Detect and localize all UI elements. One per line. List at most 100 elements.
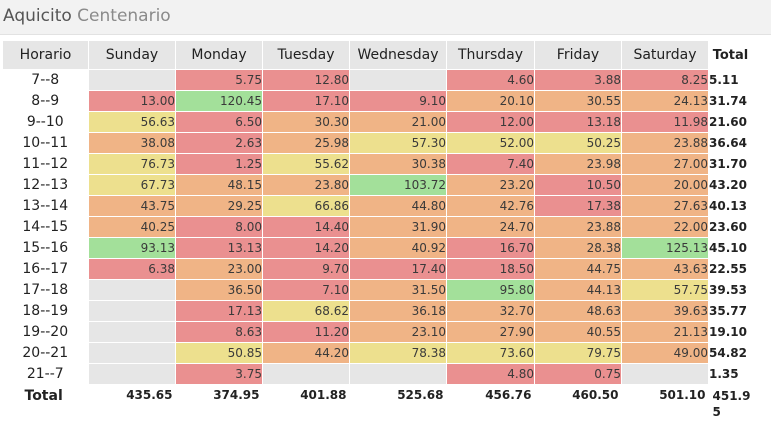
matrix-cell[interactable]: 36.18 — [349, 300, 447, 322]
matrix-cell[interactable]: 7.10 — [262, 279, 350, 301]
matrix-cell[interactable]: 23.80 — [262, 174, 350, 196]
row-header[interactable]: 16--17 — [2, 258, 89, 280]
matrix-cell[interactable]: 50.85 — [175, 342, 263, 364]
matrix-cell[interactable]: 12.80 — [262, 69, 350, 91]
matrix-cell[interactable]: 48.63 — [534, 300, 622, 322]
matrix-cell[interactable] — [262, 363, 350, 385]
matrix-cell[interactable]: 24.70 — [446, 216, 535, 238]
matrix-cell[interactable]: 56.63 — [88, 111, 176, 133]
matrix-cell[interactable]: 42.76 — [446, 195, 535, 217]
row-total[interactable]: 5.11 — [708, 69, 753, 91]
matrix-cell[interactable]: 44.80 — [349, 195, 447, 217]
matrix-cell[interactable]: 13.00 — [88, 90, 176, 112]
row-header[interactable]: 19--20 — [2, 321, 89, 343]
matrix-cell[interactable]: 25.98 — [262, 132, 350, 154]
col-header-saturday[interactable]: Saturday — [621, 40, 709, 70]
matrix-cell[interactable]: 6.50 — [175, 111, 263, 133]
matrix-cell[interactable]: 44.75 — [534, 258, 622, 280]
matrix-cell[interactable]: 31.50 — [349, 279, 447, 301]
matrix-cell[interactable]: 2.63 — [175, 132, 263, 154]
matrix-cell[interactable]: 39.63 — [621, 300, 709, 322]
matrix-cell[interactable]: 23.88 — [621, 132, 709, 154]
matrix-cell[interactable]: 49.00 — [621, 342, 709, 364]
matrix-cell[interactable]: 17.13 — [175, 300, 263, 322]
row-total[interactable]: 31.74 — [708, 90, 753, 112]
matrix-cell[interactable]: 14.20 — [262, 237, 350, 259]
row-header[interactable]: 17--18 — [2, 279, 89, 301]
col-header-monday[interactable]: Monday — [175, 40, 263, 70]
matrix-cell[interactable]: 4.80 — [446, 363, 535, 385]
col-header-sunday[interactable]: Sunday — [88, 40, 176, 70]
column-total[interactable]: 525.68 — [349, 384, 447, 420]
matrix-cell[interactable]: 0.75 — [534, 363, 622, 385]
row-header[interactable]: 21--7 — [2, 363, 89, 385]
col-header-horario[interactable]: Horario — [2, 40, 89, 70]
matrix-cell[interactable]: 16.70 — [446, 237, 535, 259]
matrix-cell[interactable]: 36.50 — [175, 279, 263, 301]
matrix-cell[interactable]: 17.38 — [534, 195, 622, 217]
row-total[interactable]: 40.13 — [708, 195, 753, 217]
col-header-total[interactable]: Total — [708, 40, 753, 70]
matrix-cell[interactable] — [88, 321, 176, 343]
row-total[interactable]: 23.60 — [708, 216, 753, 238]
row-header[interactable]: 10--11 — [2, 132, 89, 154]
column-total[interactable]: 401.88 — [262, 384, 350, 420]
matrix-cell[interactable]: 73.60 — [446, 342, 535, 364]
matrix-cell[interactable]: 30.38 — [349, 153, 447, 175]
matrix-cell[interactable] — [88, 342, 176, 364]
row-total[interactable]: 21.60 — [708, 111, 753, 133]
matrix-cell[interactable] — [349, 69, 447, 91]
matrix-cell[interactable]: 23.88 — [534, 216, 622, 238]
matrix-cell[interactable]: 9.70 — [262, 258, 350, 280]
matrix-cell[interactable]: 43.63 — [621, 258, 709, 280]
matrix-cell[interactable]: 1.25 — [175, 153, 263, 175]
row-header[interactable]: 14--15 — [2, 216, 89, 238]
matrix-cell[interactable]: 11.20 — [262, 321, 350, 343]
column-total[interactable]: 374.95 — [175, 384, 263, 420]
matrix-cell[interactable]: 43.75 — [88, 195, 176, 217]
matrix-cell[interactable]: 14.40 — [262, 216, 350, 238]
matrix-cell[interactable]: 11.98 — [621, 111, 709, 133]
matrix-cell[interactable]: 29.25 — [175, 195, 263, 217]
matrix-cell[interactable]: 93.13 — [88, 237, 176, 259]
matrix-cell[interactable]: 120.45 — [175, 90, 263, 112]
matrix-cell[interactable]: 20.00 — [621, 174, 709, 196]
row-header[interactable]: 9--10 — [2, 111, 89, 133]
row-header[interactable]: 11--12 — [2, 153, 89, 175]
matrix-cell[interactable]: 4.60 — [446, 69, 535, 91]
matrix-cell[interactable] — [621, 363, 709, 385]
matrix-cell[interactable]: 66.86 — [262, 195, 350, 217]
matrix-cell[interactable]: 40.25 — [88, 216, 176, 238]
matrix-cell[interactable]: 17.40 — [349, 258, 447, 280]
matrix-cell[interactable]: 32.70 — [446, 300, 535, 322]
row-header[interactable]: 12--13 — [2, 174, 89, 196]
row-total[interactable]: 54.82 — [708, 342, 753, 364]
matrix-cell[interactable] — [88, 279, 176, 301]
column-total[interactable]: 435.65 — [88, 384, 176, 420]
matrix-cell[interactable]: 44.13 — [534, 279, 622, 301]
matrix-cell[interactable]: 95.80 — [446, 279, 535, 301]
matrix-cell[interactable]: 10.50 — [534, 174, 622, 196]
matrix-cell[interactable]: 7.40 — [446, 153, 535, 175]
matrix-cell[interactable]: 68.62 — [262, 300, 350, 322]
row-total[interactable]: 43.20 — [708, 174, 753, 196]
row-total[interactable]: 22.55 — [708, 258, 753, 280]
matrix-cell[interactable]: 13.13 — [175, 237, 263, 259]
matrix-cell[interactable]: 103.72 — [349, 174, 447, 196]
matrix-cell[interactable]: 17.10 — [262, 90, 350, 112]
matrix-cell[interactable]: 52.00 — [446, 132, 535, 154]
col-header-tuesday[interactable]: Tuesday — [262, 40, 350, 70]
matrix-cell[interactable]: 5.75 — [175, 69, 263, 91]
matrix-cell[interactable]: 21.13 — [621, 321, 709, 343]
col-header-thursday[interactable]: Thursday — [446, 40, 535, 70]
matrix-cell[interactable]: 30.30 — [262, 111, 350, 133]
matrix-cell[interactable] — [88, 363, 176, 385]
matrix-cell[interactable]: 12.00 — [446, 111, 535, 133]
matrix-cell[interactable]: 8.63 — [175, 321, 263, 343]
matrix-cell[interactable]: 27.00 — [621, 153, 709, 175]
matrix-cell[interactable]: 48.15 — [175, 174, 263, 196]
col-header-wednesday[interactable]: Wednesday — [349, 40, 447, 70]
matrix-cell[interactable]: 50.25 — [534, 132, 622, 154]
column-total[interactable]: 501.10 — [621, 384, 709, 420]
column-total[interactable]: 460.50 — [534, 384, 622, 420]
